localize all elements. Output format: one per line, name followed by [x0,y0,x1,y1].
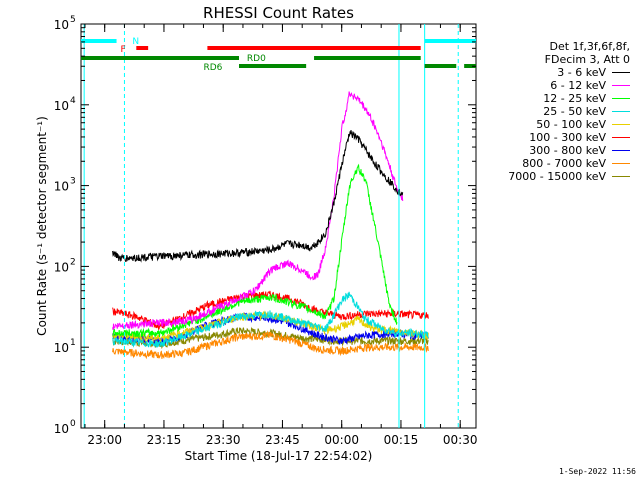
legend-header-line: Det 1f,3f,6f,8f, [549,40,630,53]
y-axis-label: Count Rate (s⁻¹ detector segment⁻¹) [35,116,49,336]
legend-label: 3 - 6 keV [557,66,606,79]
y-tick-exponent: 3 [70,177,76,187]
legend-label: 7000 - 15000 keV [508,170,606,183]
x-tick-label: 00:30 [443,433,478,447]
series-25-50-kev [112,291,429,348]
legend-entry: 12 - 25 keV [508,92,630,105]
y-tick-exponent: 5 [70,15,76,25]
series-800-7000-kev [112,330,429,360]
legend-label: 800 - 7000 keV [522,157,606,170]
state-label-f: F [121,45,126,55]
legend-entry: 6 - 12 keV [508,79,630,92]
y-tick-exponent: 1 [70,338,76,348]
legend-label: 25 - 50 keV [543,105,606,118]
x-tick-label: 23:30 [206,433,241,447]
legend-header-line: FDecim 3, Att 0 [544,53,630,66]
series-6-12-kev [112,91,404,331]
x-tick-label: 00:15 [384,433,419,447]
y-tick-label: 10 [54,260,69,274]
y-tick-label: 10 [54,180,69,194]
y-tick-label: 10 [54,341,69,355]
y-tick-label: 10 [54,99,69,113]
legend-swatch [612,176,630,177]
x-axis-label: Start Time (18-Jul-17 22:54:02) [185,449,373,463]
legend-swatch [612,163,630,164]
legend-label: 300 - 800 keV [529,144,606,157]
legend-label: 100 - 300 keV [529,131,606,144]
legend-label: 50 - 100 keV [536,118,606,131]
legend-entry: 800 - 7000 keV [508,157,630,170]
x-tick-label: 23:15 [147,433,182,447]
legend-swatch [612,124,630,125]
series-12-25-kev [112,163,398,339]
legend-entry: 300 - 800 keV [508,144,630,157]
x-tick-label: 00:00 [324,433,359,447]
x-tick-label: 23:00 [87,433,122,447]
legend-swatch [612,150,630,151]
legend-swatch [612,137,630,138]
state-label-n: N [132,37,139,47]
legend-swatch [612,85,630,86]
legend-swatch [612,111,630,112]
legend-label: 6 - 12 keV [550,79,606,92]
x-tick-label: 23:45 [265,433,300,447]
series-3-6-kev [112,130,404,263]
y-tick-label: 10 [54,18,69,32]
legend-entry: 50 - 100 keV [508,118,630,131]
footer-stamp: 1-Sep-2022 11:56 [558,467,636,476]
legend-entry: 25 - 50 keV [508,105,630,118]
legend-entry: 7000 - 15000 keV [508,170,630,183]
y-tick-label: 10 [54,422,69,436]
state-label-rd0: RD0 [247,54,266,64]
y-tick-exponent: 2 [70,257,76,267]
legend-entry: 3 - 6 keV [508,66,630,79]
state-label-rd6: RD6 [203,63,222,73]
y-tick-exponent: 4 [70,96,76,106]
legend-label: 12 - 25 keV [543,92,606,105]
plot-frame [80,23,477,429]
legend-swatch [612,98,630,99]
y-tick-exponent: 0 [70,419,76,429]
legend-swatch [612,72,630,73]
chart-title: RHESSI Count Rates [203,4,354,22]
legend-entry: 100 - 300 keV [508,131,630,144]
